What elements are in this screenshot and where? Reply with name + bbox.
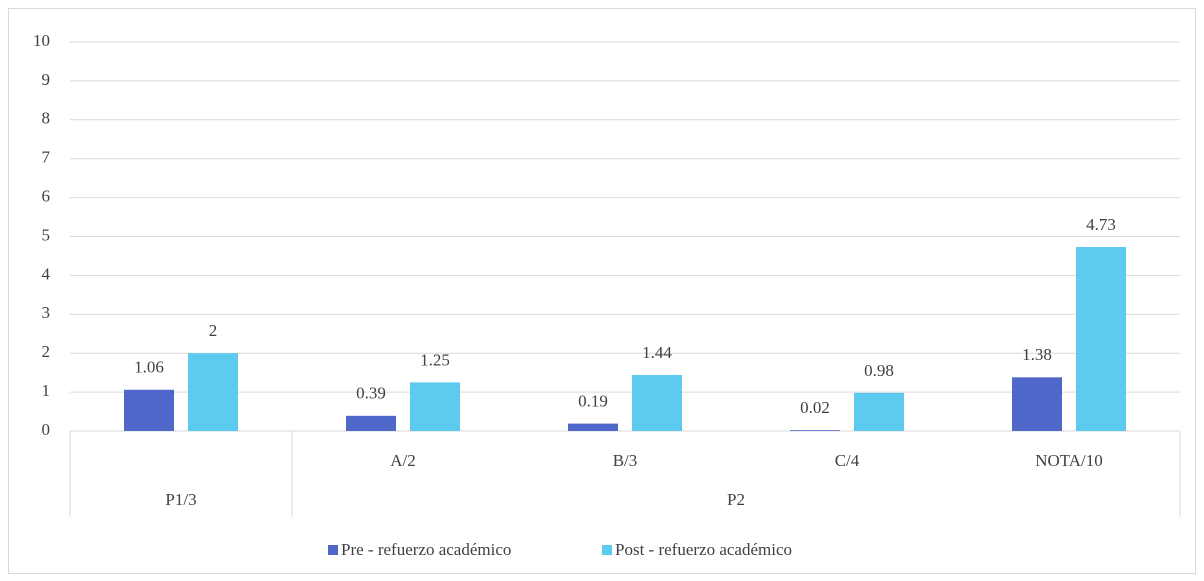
- y-tick-label: 2: [42, 342, 51, 361]
- bar: [568, 423, 618, 431]
- bar: [1012, 377, 1062, 431]
- legend-swatch: [328, 545, 338, 555]
- y-tick-label: 1: [42, 381, 51, 400]
- y-tick-label: 9: [42, 70, 51, 89]
- group-label: P1/3: [165, 490, 196, 509]
- bar: [188, 353, 238, 431]
- bar: [854, 392, 904, 431]
- bar: [790, 430, 840, 431]
- group-label: P2: [727, 490, 745, 509]
- y-tick-label: 0: [42, 420, 51, 439]
- data-label: 0.98: [864, 361, 894, 380]
- data-label: 1.44: [642, 343, 672, 362]
- data-label: 0.39: [356, 384, 386, 403]
- y-tick-label: 3: [42, 303, 51, 322]
- bar: [346, 415, 396, 431]
- legend-label: Post - refuerzo académico: [615, 540, 792, 559]
- y-tick-label: 8: [42, 109, 51, 128]
- data-label: 0.02: [800, 398, 830, 417]
- bar: [410, 382, 460, 431]
- data-label: 1.06: [134, 358, 164, 377]
- chart-border: [8, 8, 1196, 574]
- data-label: 1.38: [1022, 345, 1052, 364]
- y-tick-label: 7: [42, 148, 51, 167]
- y-tick-label: 6: [42, 187, 51, 206]
- bar: [1076, 247, 1126, 431]
- y-tick-label: 10: [33, 31, 50, 50]
- data-label: 1.25: [420, 350, 450, 369]
- x-tick-label: A/2: [390, 451, 416, 470]
- bar: [124, 389, 174, 431]
- legend-label: Pre - refuerzo académico: [341, 540, 511, 559]
- x-tick-label: B/3: [613, 451, 638, 470]
- x-tick-label: NOTA/10: [1035, 451, 1103, 470]
- legend-swatch: [602, 545, 612, 555]
- bar: [632, 374, 682, 431]
- data-label: 4.73: [1086, 215, 1116, 234]
- y-tick-label: 5: [42, 225, 51, 244]
- y-tick-label: 4: [42, 264, 51, 283]
- data-label: 0.19: [578, 392, 608, 411]
- data-label: 2: [209, 321, 218, 340]
- x-tick-label: C/4: [835, 451, 860, 470]
